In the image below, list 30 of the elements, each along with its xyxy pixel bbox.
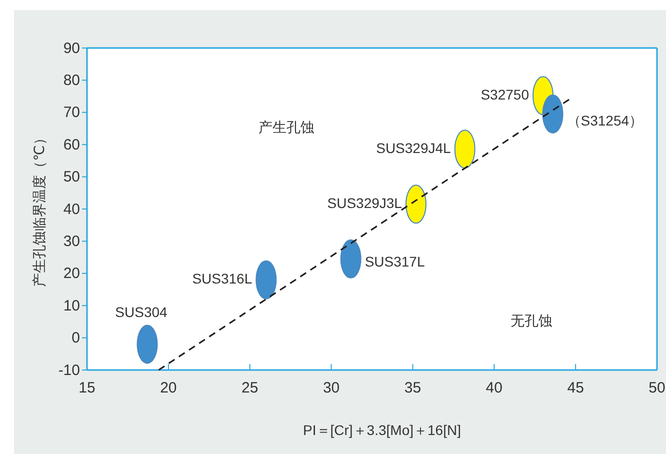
- series-label: SUS316L: [192, 270, 252, 287]
- y-tick-label: 90: [63, 40, 80, 57]
- y-tick-label: 0: [72, 330, 80, 347]
- y-axis-title: 产生孔蚀临界温度（℃）: [31, 131, 47, 287]
- annotation: 产生孔蚀: [258, 119, 314, 136]
- y-tick-label: -10: [58, 362, 80, 379]
- series-label: SUS304: [115, 304, 168, 320]
- x-tick-label: 25: [242, 380, 258, 397]
- x-tick-label: 35: [404, 380, 422, 397]
- x-tick-label: 50: [648, 380, 666, 397]
- y-tick-label: 10: [63, 297, 80, 314]
- series-label: S32750: [480, 86, 530, 102]
- series-label: （S31254）: [566, 112, 644, 129]
- y-tick-label: 80: [63, 72, 80, 89]
- x-tick-label: 30: [322, 380, 340, 397]
- series-label: SUS317L: [364, 254, 425, 270]
- series-label: SUS329J3L: [327, 194, 402, 211]
- y-tick-label: 60: [63, 136, 80, 154]
- y-tick-label: 20: [63, 265, 80, 282]
- x-tick-label: 40: [486, 380, 502, 397]
- x-tick-label: 15: [78, 380, 96, 397]
- y-tick-label: 70: [63, 104, 80, 122]
- x-tick-label: 45: [567, 380, 584, 397]
- x-axis-title: PI＝[Cr]＋3.3[Mo]＋16[N]: [303, 422, 461, 438]
- y-tick-label: 50: [63, 168, 80, 186]
- y-tick-label: 40: [63, 200, 80, 218]
- y-tick-label: 30: [63, 233, 80, 250]
- annotation: 无孔蚀: [510, 312, 553, 328]
- x-tick-label: 20: [160, 380, 177, 397]
- series-label: SUS329J4L: [376, 140, 452, 156]
